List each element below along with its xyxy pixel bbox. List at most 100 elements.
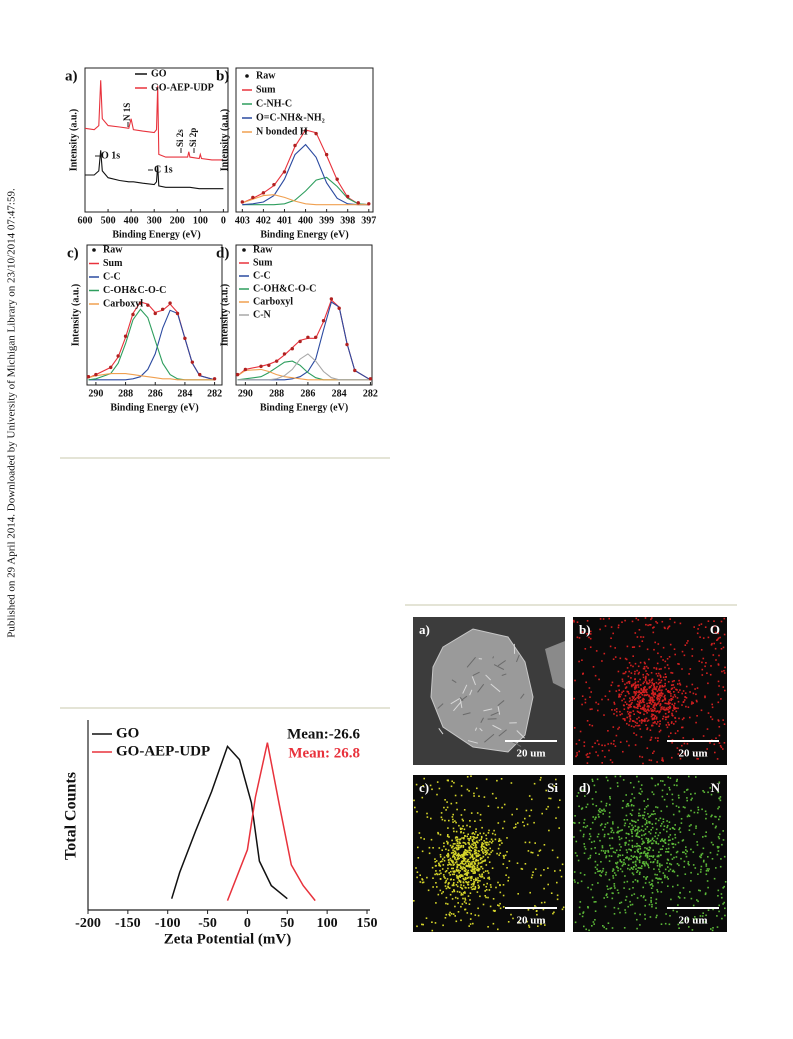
eds-dot: [454, 850, 456, 852]
eds-dot: [645, 820, 648, 822]
eds-dot: [594, 818, 596, 821]
eds-dot: [624, 719, 626, 722]
eds-dot: [720, 858, 722, 860]
eds-dot: [723, 672, 726, 674]
eds-dot: [445, 870, 448, 872]
eds-dot: [665, 724, 668, 726]
eds-dot: [477, 855, 479, 857]
eds-dot: [450, 852, 453, 854]
eds-dot: [655, 898, 658, 901]
eds-dot: [616, 861, 619, 864]
eds-dot: [474, 886, 477, 888]
eds-dot: [650, 899, 652, 902]
eds-dot: [662, 840, 664, 842]
eds-dot: [666, 876, 668, 878]
eds-dot: [588, 636, 590, 639]
eds-dot: [641, 834, 643, 837]
eds-dot: [659, 681, 662, 684]
eds-dot: [638, 704, 640, 706]
eds-dot: [460, 875, 463, 877]
eds-dot: [681, 744, 683, 747]
eds-dot: [628, 826, 630, 828]
legend-label: O=C-NH&-NH₂: [256, 112, 325, 123]
eds-dot: [658, 730, 661, 733]
eds-dot: [698, 660, 701, 662]
eds-dot: [483, 849, 486, 851]
eds-dot: [603, 833, 606, 836]
eds-dot: [438, 862, 440, 865]
eds-dot: [501, 806, 503, 809]
eds-dot: [636, 856, 638, 859]
eds-dot: [467, 863, 470, 865]
x-axis-label: Zeta Potential (mV): [164, 931, 291, 947]
eds-dot: [653, 750, 655, 753]
eds-dot: [710, 815, 712, 818]
eds-dot: [634, 678, 636, 680]
eds-dot: [607, 698, 610, 701]
eds-dot: [488, 878, 491, 880]
eds-dot: [619, 860, 622, 862]
eds-dot: [704, 626, 707, 628]
eds-dot: [466, 871, 469, 873]
eds-dot: [686, 918, 689, 920]
eds-dot: [445, 913, 448, 916]
eds-dot: [618, 830, 621, 832]
eds-dot: [606, 822, 609, 824]
eds-dot: [669, 862, 671, 865]
eds-dot: [723, 885, 725, 888]
eds-dot: [700, 649, 703, 651]
eds-dot: [662, 780, 664, 782]
legend-label: Sum: [103, 258, 123, 269]
eds-dot: [653, 703, 656, 706]
eds-dot: [625, 857, 627, 859]
eds-dot: [642, 700, 644, 702]
eds-dot: [643, 698, 645, 701]
eds-dot: [487, 841, 489, 844]
flake-wrinkle: [474, 727, 478, 731]
eds-dot: [629, 782, 632, 784]
eds-dot: [610, 855, 613, 857]
eds-dot: [616, 714, 618, 717]
eds-dot: [489, 905, 492, 908]
eds-dot: [458, 891, 461, 893]
eds-dot: [644, 882, 647, 884]
eds-dot: [673, 680, 675, 682]
eds-dot: [640, 852, 643, 854]
eds-dot: [459, 870, 461, 872]
eds-dot: [460, 828, 462, 830]
eds-dot: [470, 850, 472, 852]
eds-dot: [650, 813, 653, 815]
eds-dot: [455, 854, 458, 857]
eds-dot: [452, 849, 454, 851]
eds-dot: [658, 700, 661, 702]
eds-dot: [704, 665, 706, 668]
eds-dot: [617, 826, 619, 829]
eds-dot: [477, 887, 480, 889]
eds-dot: [714, 815, 716, 818]
eds-dot: [673, 707, 675, 709]
eds-dot: [654, 835, 656, 838]
eds-dot: [449, 878, 452, 881]
eds-dot: [667, 839, 670, 842]
eds-dot: [473, 795, 475, 797]
eds-dot: [531, 851, 534, 854]
eds-dot: [454, 843, 456, 845]
eds-dot: [456, 857, 459, 859]
x-tick-label: 200: [170, 215, 185, 226]
eds-dot: [614, 887, 616, 889]
eds-dot: [610, 637, 612, 639]
eds-dot: [484, 846, 486, 849]
eds-dot: [646, 648, 649, 651]
eds-dot: [440, 812, 443, 814]
eds-dot: [453, 871, 455, 873]
eds-dot: [707, 791, 709, 794]
eds-dot: [650, 829, 652, 831]
eds-dot: [677, 794, 680, 797]
eds-dot: [599, 811, 602, 813]
eds-dot: [543, 844, 546, 846]
eds-dot: [468, 790, 470, 792]
flake-wrinkle: [490, 683, 501, 693]
eds-dot: [528, 924, 530, 927]
eds-dot: [462, 867, 464, 870]
eds-dot: [451, 839, 453, 842]
